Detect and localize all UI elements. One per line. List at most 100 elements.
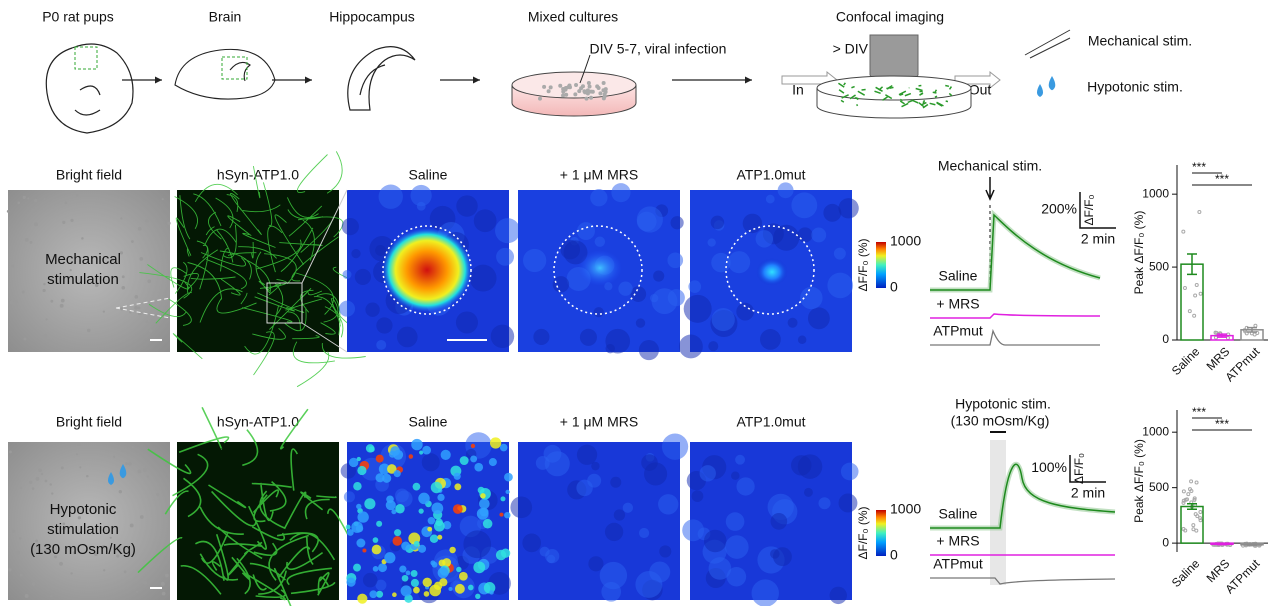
cell-speck	[64, 201, 68, 205]
colorbar-tick-label: 0	[890, 547, 898, 563]
cell	[564, 92, 569, 97]
heatmap-texture	[807, 307, 830, 330]
point	[1189, 479, 1194, 484]
neuron	[901, 102, 909, 108]
cell	[584, 96, 589, 101]
heatmap-texture	[496, 247, 515, 266]
heatmap-texture	[635, 318, 646, 328]
significance-label: ***	[1192, 160, 1206, 174]
response-speck	[427, 516, 436, 525]
heatmap-texture	[838, 198, 859, 219]
brain-drawing	[174, 48, 276, 100]
cell-speck	[34, 222, 38, 227]
error-bar	[1247, 543, 1257, 546]
point	[1181, 526, 1186, 531]
cell-speck	[70, 218, 74, 222]
heatmap-texture	[751, 579, 779, 606]
scale-label: 200%	[1041, 201, 1077, 217]
colorbar	[876, 510, 886, 556]
panel-title: hSyn-ATP1.0	[217, 414, 299, 430]
cell-speck	[109, 536, 112, 539]
y-tick-label: 500	[1149, 480, 1169, 494]
response-speck	[346, 577, 356, 587]
cell-speck	[135, 590, 139, 593]
heatmap-texture	[649, 293, 659, 303]
cell	[586, 80, 591, 85]
cell-speck	[60, 466, 64, 470]
response-speck	[452, 504, 463, 514]
heatmap-texture	[579, 328, 597, 346]
cell-speck	[51, 492, 54, 495]
bar	[1180, 263, 1204, 341]
neuron	[899, 100, 906, 105]
cell-speck	[164, 573, 169, 578]
cell-speck	[40, 472, 44, 476]
heatmap-texture	[791, 192, 818, 219]
trace-label: + MRS	[936, 296, 979, 312]
cell-speck	[62, 526, 66, 531]
cell-speck	[131, 240, 134, 243]
trace-label: Saline	[939, 506, 978, 522]
point	[1198, 518, 1203, 523]
response-speck	[417, 544, 427, 553]
response-speck	[456, 566, 462, 573]
response-speck	[429, 584, 442, 597]
point	[1192, 496, 1197, 501]
cell	[598, 91, 603, 96]
cell-speck	[129, 523, 134, 528]
cell-speck	[62, 220, 66, 225]
legend-label: Mechanical stim.	[1088, 33, 1192, 49]
response-speck	[410, 570, 418, 577]
bright-field-image	[8, 442, 170, 600]
response-speck	[422, 445, 432, 455]
y-tick-label: 1000	[1142, 424, 1169, 438]
cell	[561, 87, 566, 92]
response-speck	[475, 593, 481, 599]
cell-speck	[81, 237, 84, 240]
response-speck	[371, 544, 382, 555]
out-label: Out	[969, 82, 992, 98]
response-speck	[393, 470, 401, 478]
heatmap-texture	[594, 236, 606, 247]
cell-speck	[101, 544, 106, 549]
trace-saline	[930, 213, 1101, 291]
response-speck	[474, 462, 484, 472]
heatmap-texture	[840, 462, 859, 481]
cell-speck	[111, 258, 115, 262]
heatmap-texture	[682, 519, 705, 542]
response-speck	[470, 455, 478, 463]
response-speck	[345, 524, 351, 530]
response-speck	[408, 454, 414, 459]
point	[1182, 286, 1187, 291]
cell-speck	[121, 275, 125, 279]
response-speck	[394, 529, 402, 537]
arrowhead	[473, 76, 480, 84]
cell	[589, 95, 594, 100]
response-speck	[448, 586, 453, 592]
response-speck	[405, 570, 411, 576]
heatmap-texture	[773, 224, 800, 251]
response-speck	[430, 481, 443, 494]
response-speck	[395, 504, 405, 514]
cell-speck	[42, 288, 46, 293]
cell-speck	[15, 300, 18, 304]
cell-speck	[34, 198, 38, 203]
neuron	[929, 102, 936, 106]
overlay-text: Hypotonic	[50, 501, 117, 518]
heatmap-texture	[490, 324, 515, 349]
heatmap-texture	[473, 209, 497, 233]
cell-speck	[161, 233, 165, 237]
heatmap-texture	[533, 328, 550, 346]
overlay-text: Mechanical	[45, 251, 121, 268]
neuron	[945, 84, 950, 88]
cell-speck	[70, 572, 73, 575]
heatmap-texture	[588, 556, 604, 572]
heatmap-texture	[636, 206, 663, 233]
arrowhead	[305, 76, 312, 84]
cell-speck	[24, 593, 29, 598]
point	[1194, 480, 1199, 485]
neuron	[889, 86, 894, 89]
neuron	[843, 82, 846, 86]
